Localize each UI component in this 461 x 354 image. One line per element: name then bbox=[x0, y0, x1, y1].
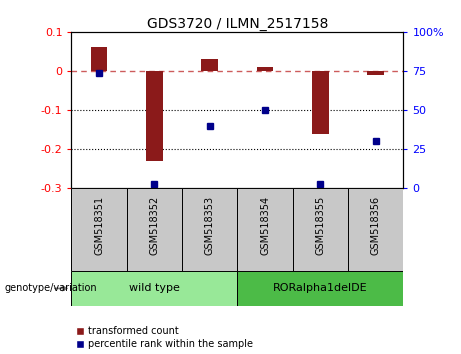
Bar bbox=[237, 270, 403, 306]
Bar bbox=[146, 71, 163, 161]
Title: GDS3720 / ILMN_2517158: GDS3720 / ILMN_2517158 bbox=[147, 17, 328, 31]
Bar bbox=[71, 270, 237, 306]
Text: GSM518356: GSM518356 bbox=[371, 196, 381, 255]
Bar bbox=[91, 47, 107, 71]
Text: GSM518355: GSM518355 bbox=[315, 196, 325, 255]
Bar bbox=[367, 71, 384, 75]
Bar bbox=[182, 188, 237, 270]
Bar bbox=[71, 188, 127, 270]
Bar bbox=[312, 71, 329, 133]
Legend: transformed count, percentile rank within the sample: transformed count, percentile rank withi… bbox=[77, 326, 253, 349]
Bar bbox=[348, 188, 403, 270]
Text: GSM518351: GSM518351 bbox=[94, 196, 104, 255]
Bar bbox=[293, 188, 348, 270]
Text: GSM518354: GSM518354 bbox=[260, 196, 270, 255]
Text: GSM518353: GSM518353 bbox=[205, 196, 215, 255]
Bar bbox=[257, 67, 273, 71]
Bar bbox=[201, 59, 218, 71]
Text: genotype/variation: genotype/variation bbox=[5, 284, 97, 293]
Text: GSM518352: GSM518352 bbox=[149, 196, 160, 255]
Bar bbox=[127, 188, 182, 270]
Text: RORalpha1delDE: RORalpha1delDE bbox=[273, 284, 368, 293]
Bar bbox=[237, 188, 293, 270]
Text: wild type: wild type bbox=[129, 284, 180, 293]
